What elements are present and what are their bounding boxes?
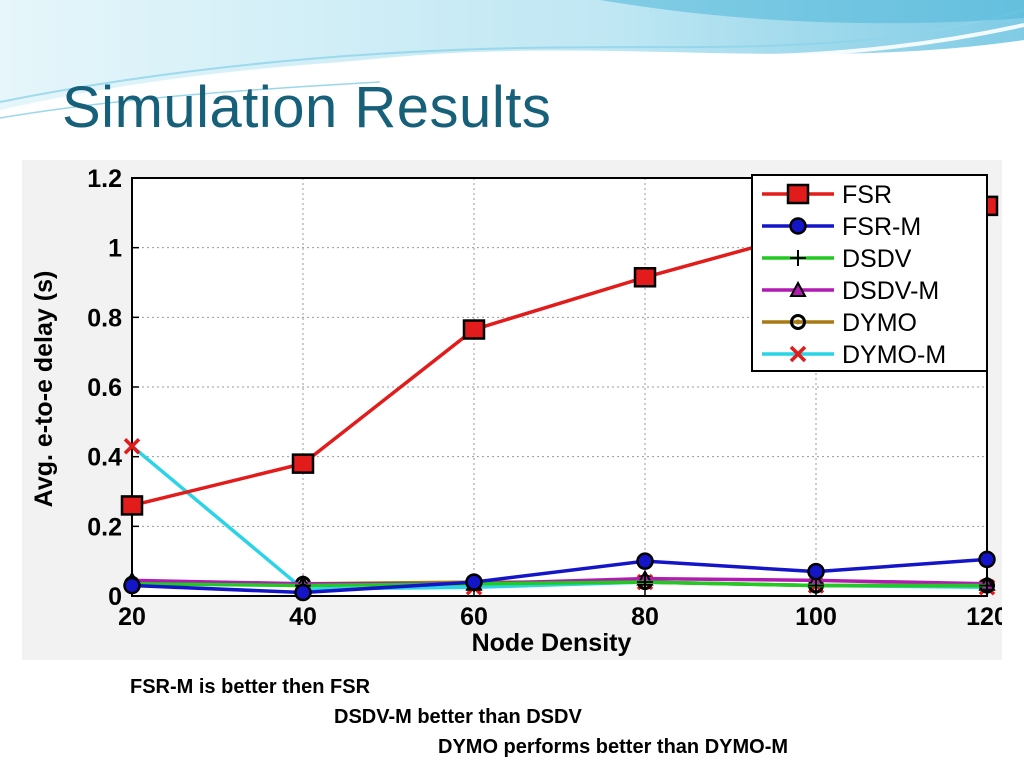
- y-tick-label: 0.6: [87, 374, 122, 402]
- data-point: [633, 267, 657, 288]
- axis-ticks: 20 40 60 80 100 120 0 0.2 0.4 0.6 0.8 1 1.2: [87, 165, 1002, 631]
- data-point: [790, 250, 806, 266]
- x-tick-label: 100: [795, 603, 837, 631]
- data-point: [786, 183, 810, 205]
- y-tick-label: 0.2: [87, 513, 122, 541]
- legend-item: FSR: [762, 181, 892, 209]
- y-tick-label: 1.2: [87, 165, 122, 193]
- header-wave-decoration: [0, 0, 1024, 119]
- x-tick-label: 40: [289, 603, 317, 631]
- data-point: [636, 552, 654, 570]
- series-line: [131, 557, 988, 595]
- x-tick-label: 60: [460, 603, 488, 631]
- legend-label: FSR: [842, 181, 892, 209]
- line-chart: 20 40 60 80 100 120 0 0.2 0.4 0.6 0.8 1 1.2 Node Den…: [30, 165, 1002, 657]
- legend-label: DYMO: [842, 309, 917, 337]
- data-point: [120, 495, 144, 516]
- series-line: [131, 580, 987, 588]
- y-tick-label: 0.8: [87, 304, 122, 332]
- y-tick-label: 0.4: [87, 444, 122, 472]
- legend-item: DYMO: [762, 309, 917, 337]
- data-point: [462, 319, 486, 340]
- data-point: [291, 453, 315, 474]
- data-point: [123, 576, 141, 595]
- data-point: [978, 550, 996, 569]
- data-point: [807, 562, 825, 581]
- series-fsr-m: [123, 550, 996, 602]
- data-point: [123, 437, 141, 455]
- legend-label: FSR-M: [842, 213, 921, 241]
- legend-box: [751, 174, 988, 372]
- y-tick-label: 1: [108, 235, 122, 263]
- legend-item: DYMO-M: [762, 341, 946, 369]
- legend-item: FSR-M: [762, 213, 921, 241]
- legend-item: DSDV-M: [762, 277, 939, 305]
- series-lines: [120, 195, 999, 602]
- legend: FSR FSR-M DSDV DSDV-M DYMO DYMO-M: [751, 174, 988, 372]
- data-point: [294, 583, 312, 602]
- x-tick-label: 80: [631, 603, 659, 631]
- x-tick-label: 120: [966, 603, 1002, 631]
- data-point: [637, 574, 653, 591]
- x-axis-label: Node Density: [472, 629, 632, 657]
- slide-title: Simulation Results: [62, 75, 552, 140]
- data-point: [979, 577, 995, 594]
- data-point: [789, 217, 807, 235]
- note-dsdv: DSDV-M better than DSDV: [334, 706, 582, 728]
- data-point: [790, 314, 806, 330]
- y-axis-label: Avg. e-to-e delay (s): [30, 271, 58, 508]
- note-dymo: DYMO performs better than DYMO-M: [438, 736, 789, 758]
- note-fsr: FSR-M is better then FSR: [130, 676, 371, 698]
- data-point: [789, 345, 807, 363]
- chart-panel: 20 40 60 80 100 120 0 0.2 0.4 0.6 0.8 1 1.2 Node Den…: [22, 160, 1002, 660]
- y-tick-label: 0: [108, 583, 122, 611]
- data-point: [465, 573, 483, 591]
- legend-label: DSDV-M: [842, 277, 939, 305]
- data-point: [789, 280, 807, 297]
- legend-label: DSDV: [842, 245, 912, 273]
- legend-label: DYMO-M: [842, 341, 946, 369]
- legend-item: DSDV: [762, 245, 912, 273]
- x-tick-label: 20: [118, 603, 146, 631]
